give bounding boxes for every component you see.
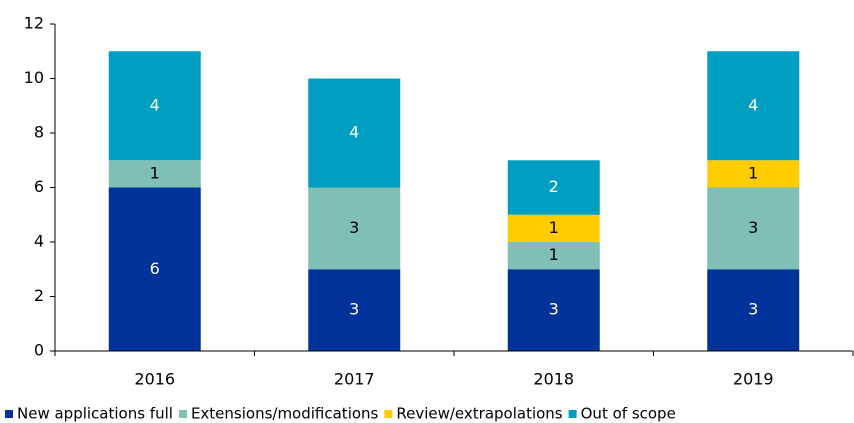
y-tick-label: 0: [34, 341, 44, 360]
bar-segment: [707, 269, 800, 351]
data-label: 3: [748, 300, 758, 319]
x-tick-label: 2016: [134, 370, 175, 389]
data-label: 6: [150, 259, 160, 278]
legend-swatch: [178, 410, 187, 418]
bar-segment: [507, 160, 600, 215]
data-label: 4: [349, 123, 359, 142]
y-tick-label: 12: [24, 14, 44, 33]
data-label: 1: [748, 163, 758, 182]
bar-segment: [308, 187, 401, 270]
x-tick-label: 2018: [533, 370, 574, 389]
bar-segment: [707, 51, 800, 161]
legend-swatch: [384, 410, 393, 418]
legend-label: Out of scope: [581, 405, 676, 423]
y-tick-label: 8: [34, 123, 44, 142]
bar-segment: [507, 242, 600, 270]
bar-segment: [507, 269, 600, 351]
legend-swatch: [5, 410, 13, 418]
data-label: 1: [549, 245, 559, 264]
x-tick-label: 2019: [733, 370, 774, 389]
bar-segment: [707, 160, 800, 188]
bar-segment: [108, 160, 201, 188]
y-tick-label: 10: [24, 68, 44, 87]
data-label: 4: [748, 95, 758, 114]
data-label: 3: [349, 218, 359, 237]
data-label: 4: [150, 95, 160, 114]
bar-segment: [507, 214, 600, 242]
data-label: 3: [349, 300, 359, 319]
bar-segment: [108, 51, 201, 161]
legend-label: New applications full: [17, 405, 173, 423]
x-tick-label: 2017: [334, 370, 375, 389]
data-label: 1: [150, 163, 160, 182]
data-label: 2: [549, 177, 559, 196]
bar-segment: [308, 269, 401, 351]
legend-label: Extensions/modifications: [191, 405, 379, 423]
legend-swatch: [568, 410, 577, 418]
bar-segment: [707, 187, 800, 270]
data-label: 1: [549, 218, 559, 237]
y-tick-label: 6: [34, 177, 44, 196]
legend-label: Review/extrapolations: [396, 405, 562, 423]
data-label: 3: [549, 300, 559, 319]
bar-segment: [108, 187, 201, 351]
bar-segment: [308, 78, 401, 188]
data-label: 3: [748, 218, 758, 237]
y-tick-label: 2: [34, 286, 44, 305]
y-tick-label: 4: [34, 232, 44, 251]
